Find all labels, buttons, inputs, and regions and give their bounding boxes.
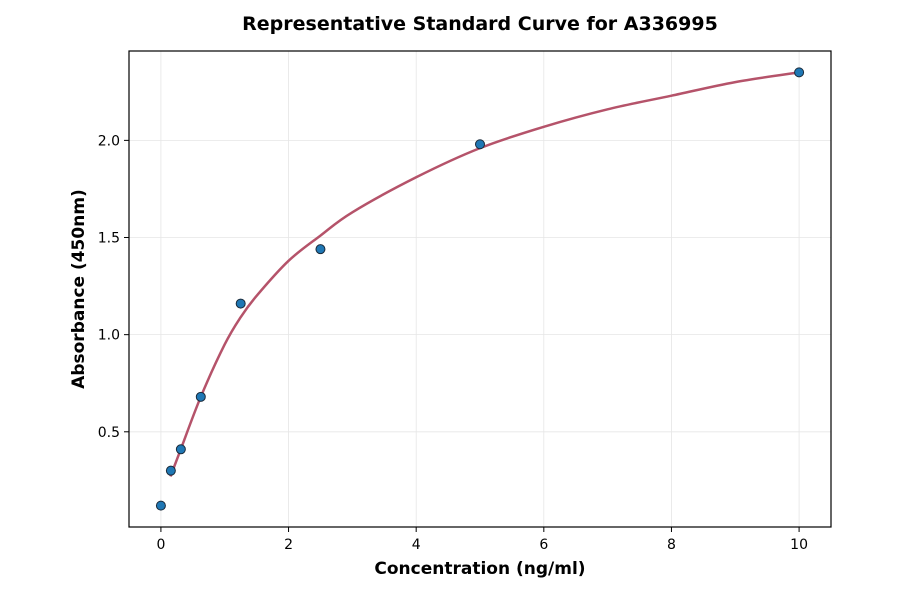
fit-curve-line — [169, 71, 800, 477]
data-point — [794, 67, 805, 78]
data-point — [235, 298, 246, 309]
data-point — [195, 391, 206, 402]
x-tick-label: 4 — [412, 537, 421, 553]
data-point — [315, 244, 326, 255]
data-point — [175, 444, 186, 455]
data-point — [165, 465, 176, 476]
y-tick-label: 2.0 — [98, 133, 120, 149]
y-axis-label: Absorbance (450nm) — [69, 189, 89, 389]
x-tick-label: 0 — [156, 537, 165, 553]
plot-frame — [128, 50, 832, 528]
y-tick-label: 1.0 — [98, 328, 120, 344]
data-point — [475, 139, 485, 150]
x-tick-label: 10 — [790, 537, 808, 553]
chart-title: Representative Standard Curve for A33699… — [242, 13, 718, 35]
x-tick-label: 6 — [539, 537, 548, 553]
data-point — [155, 500, 166, 511]
y-tick-label: 0.5 — [98, 425, 120, 441]
x-tick-label: 2 — [284, 537, 293, 553]
x-tick-label: 8 — [667, 537, 676, 553]
x-axis-label: Concentration (ng/ml) — [374, 559, 585, 579]
y-tick-label: 1.5 — [98, 231, 120, 247]
